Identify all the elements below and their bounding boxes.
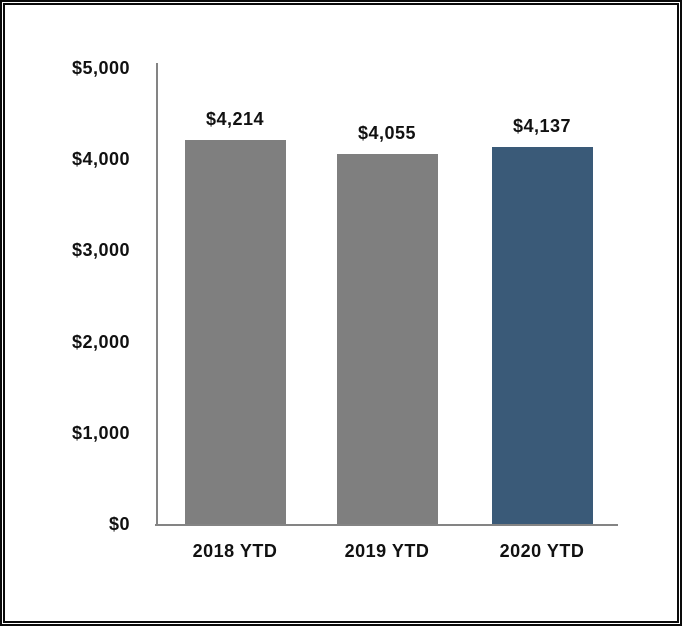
y-axis-tick-label: $4,000 bbox=[71, 149, 130, 170]
x-axis-line bbox=[155, 524, 618, 526]
bar-2019-ytd bbox=[336, 154, 438, 524]
y-axis-tick-label: $3,000 bbox=[71, 240, 130, 261]
bar-2018-ytd bbox=[184, 139, 286, 524]
bar-value-label: $4,055 bbox=[357, 123, 417, 144]
bar-value-label: $4,137 bbox=[512, 115, 572, 136]
bar-value-label: $4,214 bbox=[205, 108, 265, 129]
y-axis-tick-label: $5,000 bbox=[71, 58, 130, 78]
x-axis-category-label: 2018 YTD bbox=[192, 541, 278, 561]
bar-2020-ytd bbox=[491, 146, 593, 524]
x-axis-category-label: 2020 YTD bbox=[499, 541, 585, 561]
y-axis-tick-label: $0 bbox=[108, 514, 130, 534]
y-axis-tick-label: $2,000 bbox=[71, 331, 130, 352]
y-axis-tick-label: $1,000 bbox=[71, 422, 130, 443]
y-axis-line bbox=[156, 63, 158, 526]
x-axis-category-label: 2019 YTD bbox=[344, 541, 430, 561]
